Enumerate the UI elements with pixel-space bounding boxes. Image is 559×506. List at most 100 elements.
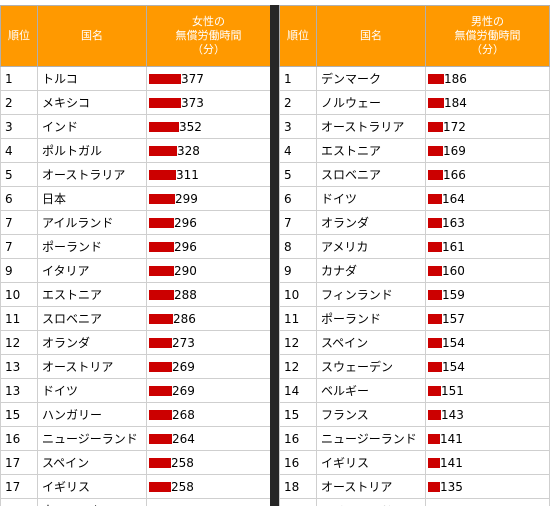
value-bar-group: 169 bbox=[428, 144, 549, 158]
female-table-row: 10 エストニア 288 bbox=[0, 282, 271, 307]
country-cell: アメリカ bbox=[316, 234, 426, 259]
female-value-label: 269 bbox=[172, 359, 195, 374]
female-value-bar bbox=[149, 193, 175, 204]
value-cell: 290 bbox=[146, 258, 271, 283]
value-bar-group: 141 bbox=[428, 456, 549, 470]
country-cell: イギリス bbox=[37, 474, 147, 499]
value-bar-group: 163 bbox=[428, 216, 549, 230]
female-table-row: 19南アフリカ 257 bbox=[0, 498, 271, 506]
value-cell: 296 bbox=[146, 234, 271, 259]
rank-cell: 3 bbox=[279, 114, 317, 139]
value-bar-group: 352 bbox=[149, 120, 270, 134]
male-value-label: 154 bbox=[442, 335, 465, 350]
female-value-label: 286 bbox=[173, 311, 196, 326]
country-cell: メキシコ bbox=[37, 90, 147, 115]
male-header-line: 男性の bbox=[471, 15, 504, 28]
country-cell: イギリス bbox=[316, 450, 426, 475]
rank-cell: 10 bbox=[0, 282, 38, 307]
male-value-bar bbox=[428, 457, 440, 468]
country-cell: オーストリア bbox=[316, 474, 426, 499]
value-bar-group: 296 bbox=[149, 216, 270, 230]
female-table-row: 15 ハンガリー 268 bbox=[0, 402, 271, 427]
value-cell: 264 bbox=[146, 426, 271, 451]
female-value-bar bbox=[149, 385, 172, 396]
male-table-row: 4 エストニア 169 bbox=[279, 138, 550, 163]
country-header: 国名 bbox=[37, 5, 147, 67]
country-cell: イタリア bbox=[37, 258, 147, 283]
value-cell: 161 bbox=[425, 234, 550, 259]
value-bar-group: 151 bbox=[428, 384, 549, 398]
value-bar-group: 299 bbox=[149, 192, 270, 206]
country-cell: ポーランド bbox=[37, 234, 147, 259]
female-table-row: 4 ポルトガル 328 bbox=[0, 138, 271, 163]
country-cell: ノルウェー bbox=[316, 90, 426, 115]
female-table-row: 17 イギリス 258 bbox=[0, 474, 271, 499]
rank-cell: 6 bbox=[0, 186, 38, 211]
female-value-label: 257 bbox=[171, 504, 194, 506]
female-table-row: 7 ポーランド 296 bbox=[0, 234, 271, 259]
female-table-row: 3 インド 352 bbox=[0, 114, 271, 139]
male-table-row: 6 ドイツ 164 bbox=[279, 186, 550, 211]
male-value-bar bbox=[428, 409, 441, 420]
female-table-row: 2 メキシコ 373 bbox=[0, 90, 271, 115]
value-bar-group: 154 bbox=[428, 360, 549, 374]
value-cell: 172 bbox=[425, 114, 550, 139]
rank-cell: 2 bbox=[279, 90, 317, 115]
value-bar-group: 135 bbox=[428, 480, 549, 494]
male-value-label: 157 bbox=[442, 311, 465, 326]
male-table-row: 8 アメリカ 161 bbox=[279, 234, 550, 259]
value-bar-group: 273 bbox=[149, 336, 270, 350]
country-header: 国名 bbox=[316, 5, 426, 67]
value-cell: 154 bbox=[425, 330, 550, 355]
value-bar-group: 184 bbox=[428, 96, 549, 110]
female-table-row: 13 ドイツ 269 bbox=[0, 378, 271, 403]
female-value-label: 290 bbox=[174, 263, 197, 278]
male-value-bar bbox=[428, 361, 442, 372]
male-table-row: 14 ベルギー 151 bbox=[279, 378, 550, 403]
value-bar-group: 172 bbox=[428, 120, 549, 134]
country-cell: フランス bbox=[316, 402, 426, 427]
female-table-row: 16 ニュージーランド 264 bbox=[0, 426, 271, 451]
female-value-label: 258 bbox=[171, 479, 194, 494]
female-value-bar bbox=[149, 217, 174, 228]
male-value-label: 129 bbox=[439, 504, 462, 506]
rank-cell: 14 bbox=[279, 378, 317, 403]
female-value-bar bbox=[149, 313, 173, 324]
female-table-row: 5 オーストラリア 311 bbox=[0, 162, 271, 187]
male-table-row: 19アイルランド 129 bbox=[279, 498, 550, 506]
male-header-line: 無償労働時間 bbox=[454, 29, 521, 42]
male-table-row: 9 カナダ 160 bbox=[279, 258, 550, 283]
female-ranking-table: 順位 国名 女性の 無償労働時間 （分） 1 トルコ 377 2 メキシコ 373 3 インド… bbox=[0, 5, 271, 506]
female-value-bar bbox=[149, 121, 179, 132]
male-value-bar bbox=[428, 385, 441, 396]
value-cell: 258 bbox=[146, 450, 271, 475]
country-cell: トルコ bbox=[37, 66, 147, 91]
country-cell: エストニア bbox=[316, 138, 426, 163]
female-value-label: 296 bbox=[174, 239, 197, 254]
female-header-line: 無償労働時間 bbox=[175, 29, 242, 42]
female-table-row: 12 オランダ 273 bbox=[0, 330, 271, 355]
male-table-row: 5 スロベニア 166 bbox=[279, 162, 550, 187]
male-table-row: 3 オーストラリア 172 bbox=[279, 114, 550, 139]
female-value-bar bbox=[149, 433, 172, 444]
female-value-label: 264 bbox=[172, 431, 195, 446]
male-table-row: 15 フランス 143 bbox=[279, 402, 550, 427]
female-table-row: 13 オーストリア 269 bbox=[0, 354, 271, 379]
female-value-bar bbox=[149, 337, 172, 348]
rank-cell: 15 bbox=[0, 402, 38, 427]
value-cell: 143 bbox=[425, 402, 550, 427]
male-table-row: 11 ポーランド 157 bbox=[279, 306, 550, 331]
value-cell: 288 bbox=[146, 282, 271, 307]
country-cell: オーストラリア bbox=[316, 114, 426, 139]
male-header-line: （分） bbox=[471, 43, 504, 56]
rank-cell: 17 bbox=[0, 474, 38, 499]
country-cell: ポルトガル bbox=[37, 138, 147, 163]
value-cell: 299 bbox=[146, 186, 271, 211]
country-cell: ニュージーランド bbox=[37, 426, 147, 451]
male-value-label: 164 bbox=[442, 191, 465, 206]
male-value-bar bbox=[428, 217, 442, 228]
rank-header: 順位 bbox=[0, 5, 38, 67]
value-bar-group: 186 bbox=[428, 72, 549, 86]
male-value-bar bbox=[428, 169, 443, 180]
male-value-bar bbox=[428, 121, 443, 132]
